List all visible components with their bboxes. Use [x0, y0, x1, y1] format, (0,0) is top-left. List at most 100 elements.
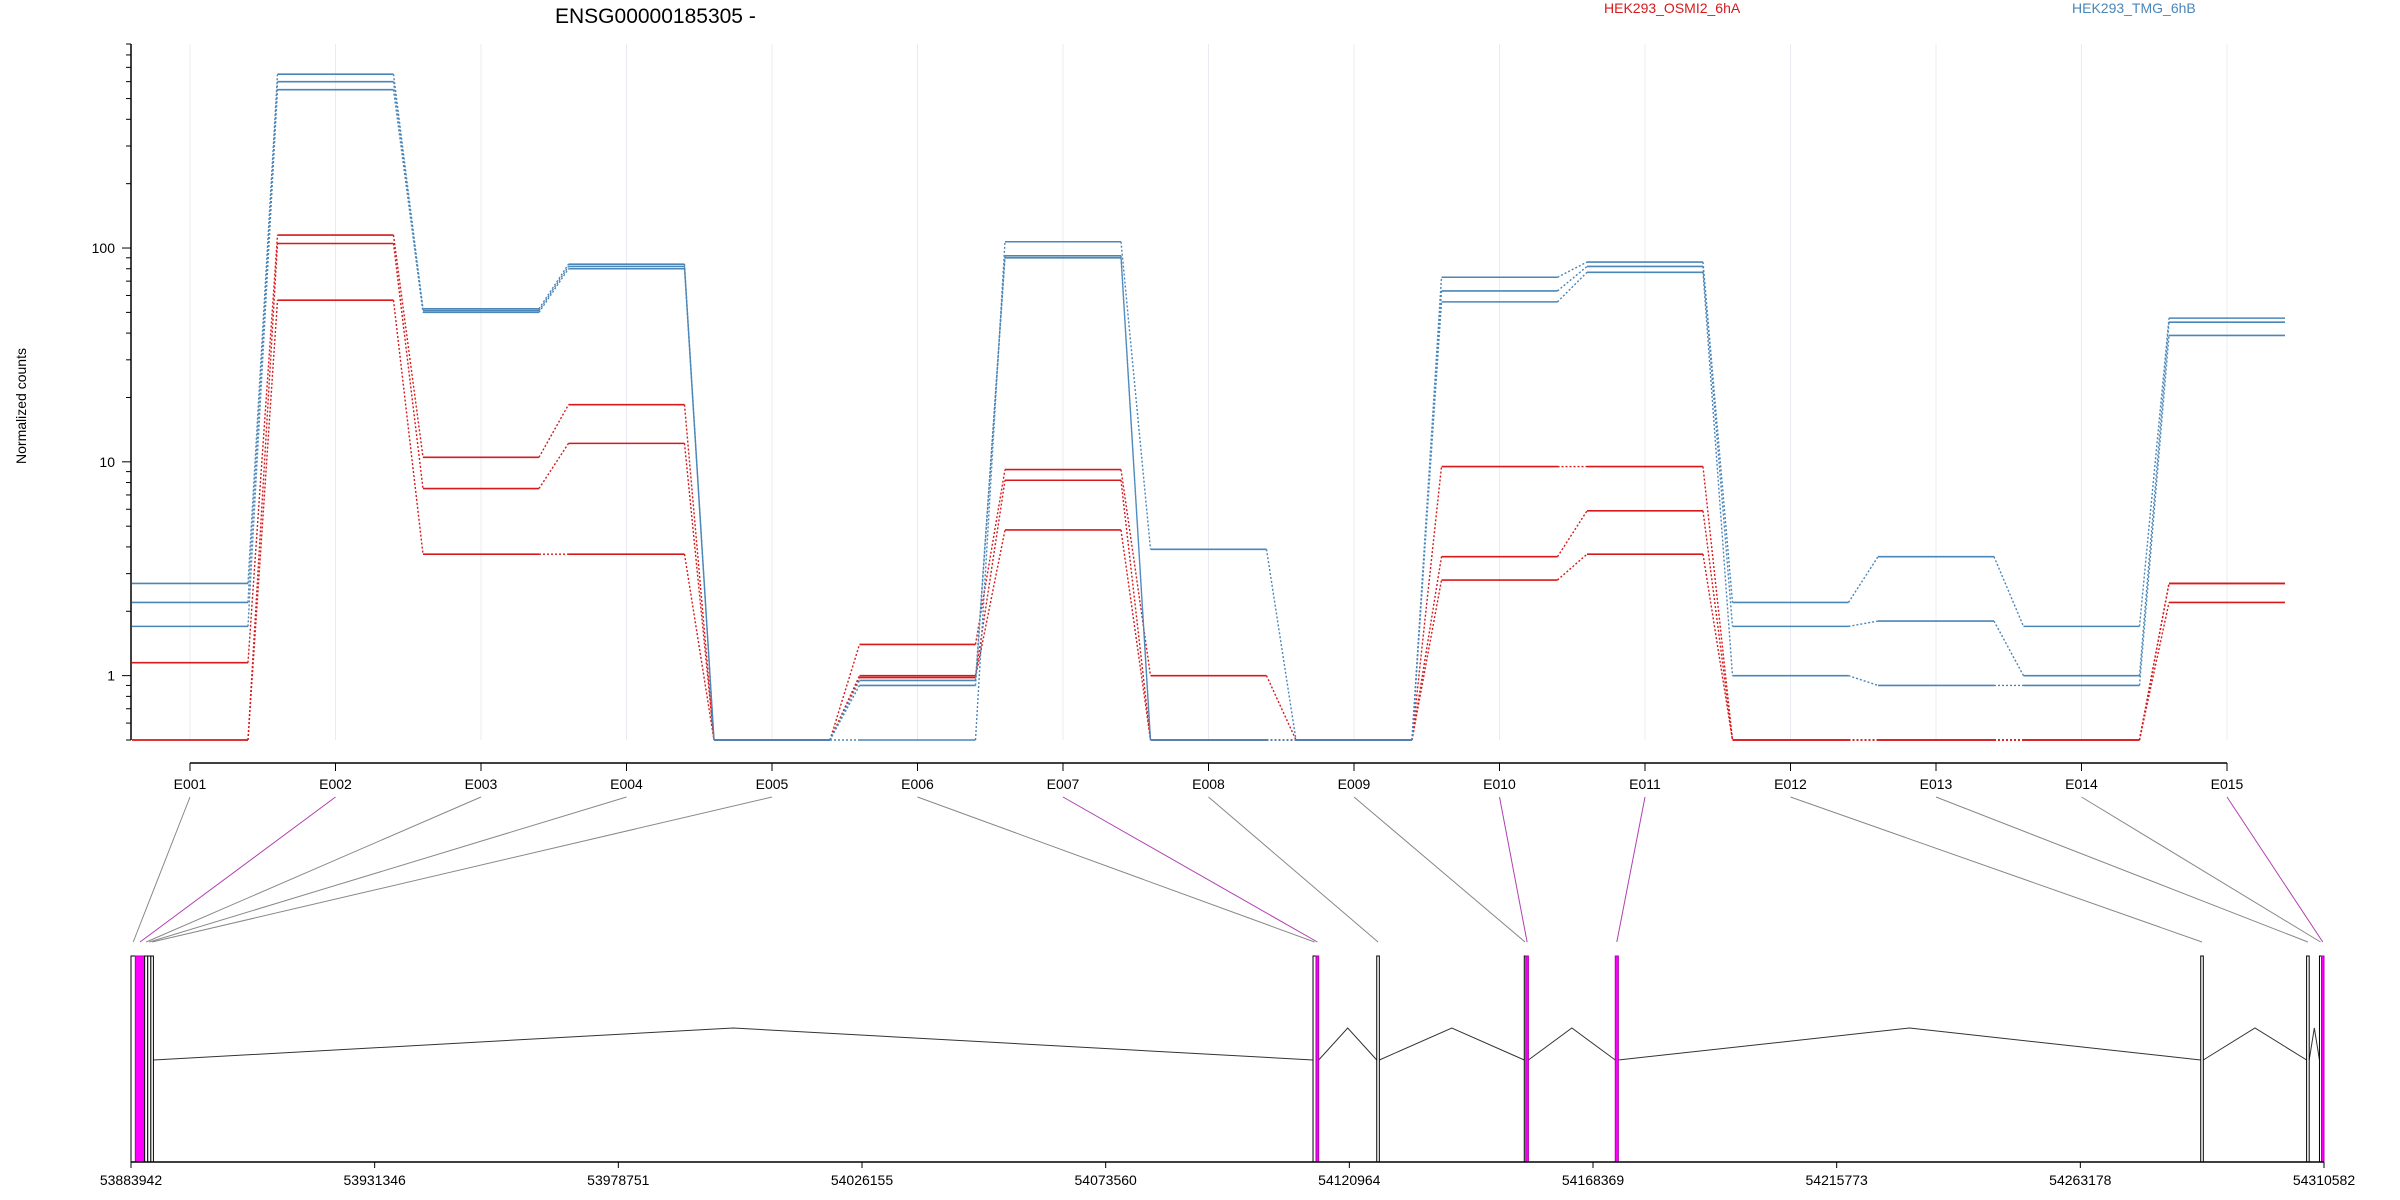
series-3-connector — [974, 241, 1006, 741]
series-1-connector — [974, 480, 1006, 676]
x-tick-label-e010: E010 — [1483, 776, 1516, 792]
series-3-connector — [1557, 261, 1588, 278]
intron-line — [1379, 1027, 1525, 1061]
exon-box-e007 — [1315, 955, 1320, 1163]
series-1-connector — [683, 443, 715, 741]
series-0-connector — [392, 234, 424, 458]
series-4-connector — [538, 266, 570, 311]
intron-line — [2308, 1027, 2320, 1061]
genomic-tick-label: 54263178 — [2049, 1172, 2112, 1188]
series-5-connector — [538, 268, 570, 313]
genomic-tick-label: 54310582 — [2293, 1172, 2356, 1188]
series-3-connector — [2138, 318, 2170, 627]
series-5-connector — [247, 89, 279, 627]
x-axis: E001 E002 E003 E004 E005 E006 E007 E008 E009 E010… — [174, 762, 2244, 792]
series-2-connector — [2138, 602, 2170, 741]
intron-line — [1528, 1027, 1616, 1061]
series-5-connector — [392, 89, 424, 313]
connector-e009 — [1353, 796, 1526, 943]
y-axis-label: Normalized counts — [13, 348, 29, 464]
x-tick-label-e004: E004 — [610, 776, 643, 792]
x-tick-label-e012: E012 — [1774, 776, 1807, 792]
exon-box-e010 — [1525, 955, 1529, 1163]
series-3-connector — [1847, 556, 1879, 603]
connector-e008 — [1208, 796, 1379, 943]
series-0-connector — [1702, 466, 1734, 741]
series-0-connector — [1411, 466, 1443, 741]
exon-box-e011 — [1614, 955, 1619, 1163]
connector-e015 — [2226, 796, 2324, 943]
genomic-tick-label: 54168369 — [1562, 1172, 1625, 1188]
intron-line — [2203, 1027, 2307, 1061]
series-1-connector — [247, 243, 279, 741]
genomic-tick-label: 53978751 — [587, 1172, 650, 1188]
x-tick-label-e013: E013 — [1920, 776, 1953, 792]
x-tick-label-e005: E005 — [756, 776, 789, 792]
exon-box-e002 — [134, 955, 146, 1163]
series-0-connector — [247, 234, 279, 663]
connector-e013 — [1935, 796, 2309, 943]
series-5-connector — [683, 268, 715, 741]
legend-label-tmg: HEK293_TMG_6hB — [2072, 0, 2196, 16]
vertical-gridlines — [189, 44, 2228, 740]
series-5-connector — [829, 680, 861, 741]
series-1-connector — [1556, 510, 1588, 558]
y-tick-label: 10 — [99, 454, 115, 470]
series-5-connector — [1120, 257, 1152, 741]
x-tick-label-e002: E002 — [319, 776, 352, 792]
series-5-connector — [1848, 674, 1879, 687]
genomic-tick-label: 54026155 — [831, 1172, 894, 1188]
x-tick-label-e001: E001 — [174, 776, 207, 792]
x-tick-label-e014: E014 — [2065, 776, 2098, 792]
series-1-connector — [1120, 480, 1152, 741]
series-2-connector — [974, 529, 1006, 678]
series-0-connector — [829, 644, 861, 741]
exon-box-e001 — [130, 955, 136, 1163]
series-2-connector — [1120, 529, 1152, 741]
series-5-connector — [1411, 301, 1443, 741]
x-tick-label-e009: E009 — [1338, 776, 1371, 792]
series-3-connector — [1120, 241, 1152, 550]
series-3-connector — [1993, 556, 2025, 627]
series-3-connector — [1702, 261, 1734, 603]
connector-e002 — [139, 796, 336, 943]
series-1-connector — [1702, 510, 1734, 741]
connector-e006 — [917, 796, 1315, 943]
series-4-connector — [1848, 620, 1879, 628]
intron-line — [1618, 1027, 2201, 1061]
series-4-connector — [2138, 322, 2170, 676]
exon-box-e005 — [150, 955, 154, 1163]
connector-e012 — [1790, 796, 2203, 943]
exon-box-e015 — [2321, 955, 2325, 1163]
series-2-connector — [829, 677, 861, 741]
series-0-connector — [2138, 583, 2170, 741]
series-2-connector — [683, 554, 715, 741]
chart-title: ENSG00000185305 - — [555, 5, 756, 28]
connector-e001 — [132, 796, 191, 943]
x-tick-label-e015: E015 — [2211, 776, 2244, 792]
legend-label-osmi2: HEK293_OSMI2_6hA — [1604, 0, 1741, 16]
series-5-connector — [1557, 271, 1588, 303]
exon-box-e013 — [2306, 955, 2310, 1163]
series-5-connector — [2138, 335, 2170, 686]
series-2-connector — [1411, 579, 1443, 741]
genomic-tick-label: 53931346 — [344, 1172, 407, 1188]
series-1-connector — [1411, 556, 1443, 741]
exon-connector-lines — [132, 796, 2324, 943]
intron-line — [153, 1027, 1314, 1061]
y-tick-label: 100 — [92, 240, 116, 256]
series-2-connector — [1702, 554, 1734, 741]
series-3-connector — [1265, 549, 1297, 741]
series-2-connector — [247, 300, 279, 741]
x-tick-label-e007: E007 — [1047, 776, 1080, 792]
genomic-tick-label: 54073560 — [1075, 1172, 1138, 1188]
series-4-connector — [1702, 266, 1734, 627]
series-1-connector — [2138, 583, 2170, 741]
y-tick-label: 1 — [107, 668, 115, 684]
series-1-connector — [392, 243, 424, 489]
connector-e004 — [149, 796, 627, 943]
gene-model — [130, 955, 2325, 1163]
x-tick-label-e006: E006 — [901, 776, 934, 792]
connector-e007 — [1062, 796, 1318, 943]
